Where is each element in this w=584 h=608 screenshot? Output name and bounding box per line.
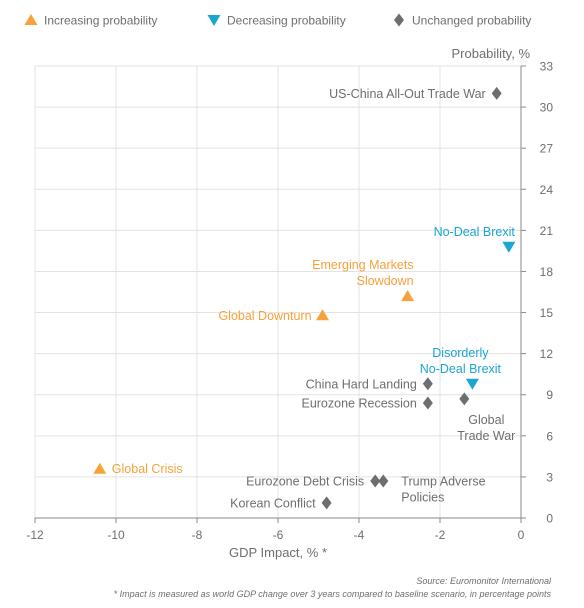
data-label: No-Deal Brexit <box>420 362 502 376</box>
data-point-decreasing <box>465 378 479 390</box>
data-label: Global <box>468 413 504 427</box>
legend-marker-unchanged-icon <box>394 13 404 27</box>
y-tick-label: 15 <box>540 306 554 320</box>
y-tick-label: 33 <box>540 60 554 74</box>
x-tick-label: -12 <box>26 528 44 542</box>
data-point-increasing <box>316 309 330 321</box>
data-label: Global Downturn <box>218 309 311 323</box>
y-tick-label: 27 <box>540 142 554 156</box>
data-point-unchanged <box>422 396 433 410</box>
source-note: Source: Euromonitor International <box>416 576 552 586</box>
x-axis-label: GDP Impact, % * <box>229 545 327 560</box>
footnote: * Impact is measured as world GDP change… <box>114 589 552 599</box>
y-tick-label: 21 <box>540 224 554 238</box>
x-tick-label: -10 <box>107 528 125 542</box>
axes: -12 -10 -8 -6 -4 -2 0 0 3 6 9 12 15 18 21 24 27 30 33 <box>26 60 553 543</box>
data-label: Trade War <box>457 429 515 443</box>
legend: Increasing probability Decreasing probabi… <box>24 13 531 28</box>
y-tick-label: 24 <box>540 183 554 197</box>
data-label: Policies <box>401 491 444 505</box>
data-point-unchanged <box>378 474 389 488</box>
y-tick-label: 9 <box>546 388 553 402</box>
data-point-unchanged <box>321 496 332 510</box>
data-points: US-China All-Out Trade War No-Deal Brexit… <box>93 86 516 510</box>
data-label: US-China All-Out Trade War <box>329 87 486 101</box>
y-tick-label: 0 <box>546 512 553 526</box>
x-tick-label: -2 <box>435 528 446 542</box>
legend-label-decreasing: Decreasing probability <box>227 14 346 28</box>
y-tick-label: 18 <box>540 265 554 279</box>
x-tick-label: 0 <box>518 528 525 542</box>
data-point-unchanged <box>491 86 502 100</box>
data-label: No-Deal Brexit <box>434 225 516 239</box>
grid <box>34 65 522 519</box>
data-label: China Hard Landing <box>306 377 417 391</box>
data-label: Global Crisis <box>112 462 183 476</box>
data-point-unchanged <box>370 474 381 488</box>
legend-label-increasing: Increasing probability <box>44 14 157 28</box>
data-point-increasing <box>93 462 107 474</box>
x-tick-label: -4 <box>354 528 365 542</box>
data-point-decreasing <box>502 241 516 253</box>
y-axis-label: Probability, % <box>451 46 530 61</box>
data-point-increasing <box>401 290 415 302</box>
data-label: Trump Adverse <box>401 475 485 489</box>
legend-label-unchanged: Unchanged probability <box>412 14 531 28</box>
data-label: Disorderly <box>432 346 489 360</box>
data-point-unchanged <box>459 392 470 406</box>
legend-marker-decreasing-icon <box>207 15 221 26</box>
x-tick-label: -8 <box>192 528 203 542</box>
data-label: Korean Conflict <box>230 496 316 510</box>
data-point-unchanged <box>422 377 433 391</box>
x-tick-label: -6 <box>273 528 284 542</box>
data-label: Emerging Markets <box>312 258 413 272</box>
y-tick-label: 12 <box>540 347 554 361</box>
data-label: Eurozone Debt Crisis <box>246 475 364 489</box>
data-label: Slowdown <box>357 274 414 288</box>
y-tick-label: 3 <box>546 470 553 484</box>
legend-marker-increasing-icon <box>24 14 38 25</box>
y-tick-label: 30 <box>540 101 554 115</box>
y-tick-label: 6 <box>546 429 553 443</box>
data-label: Eurozone Recession <box>301 396 416 410</box>
